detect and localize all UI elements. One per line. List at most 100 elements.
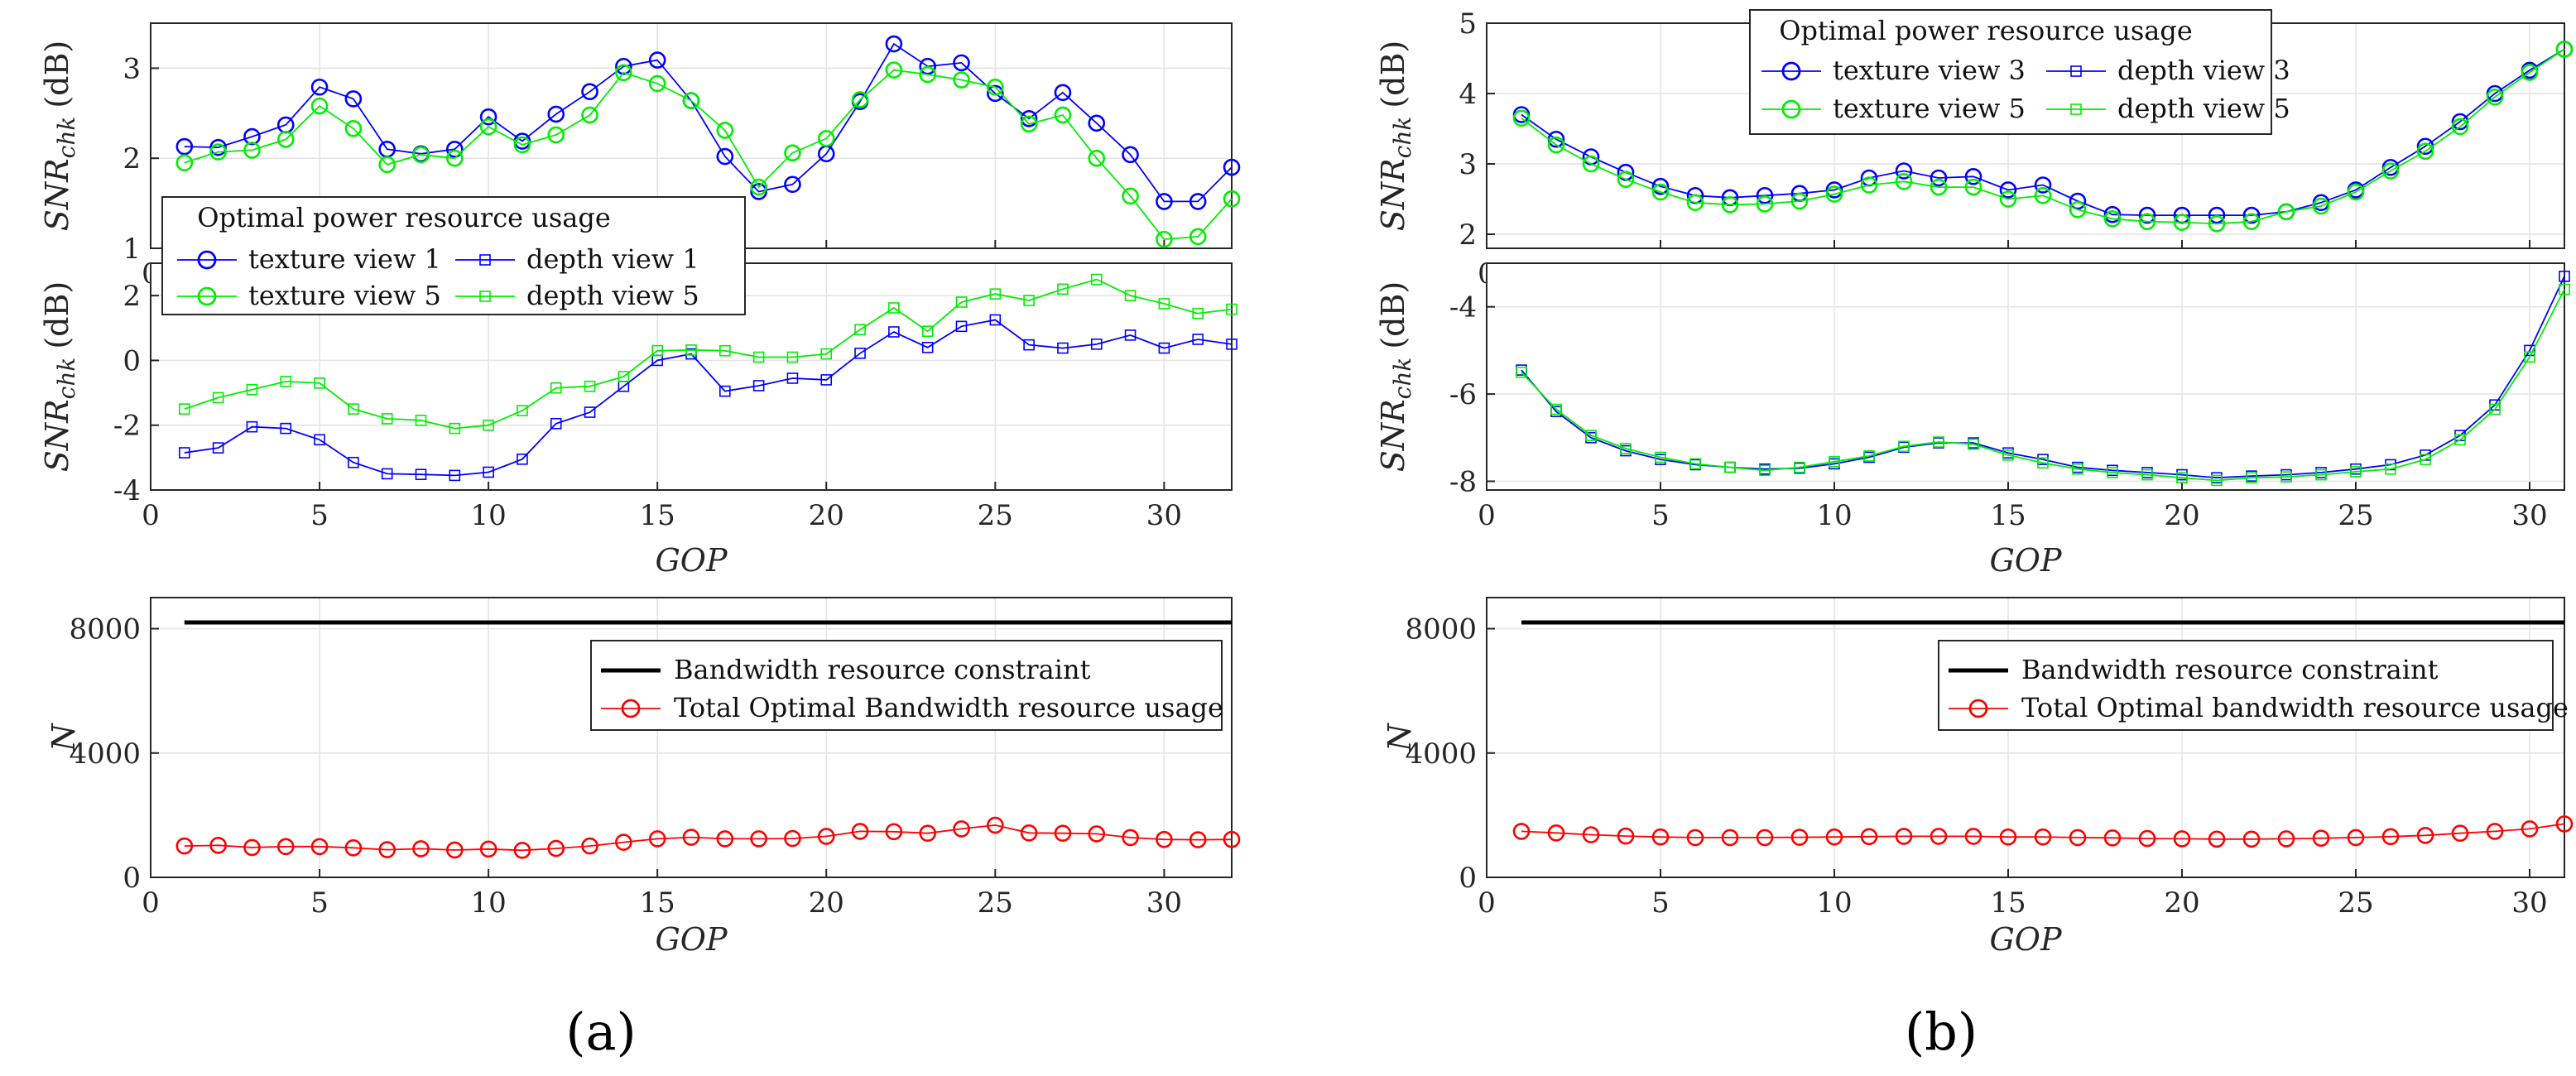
data-point	[2208, 214, 2226, 233]
data-point	[1930, 169, 1948, 187]
data-point	[854, 324, 866, 336]
series-line	[1521, 823, 2565, 840]
data-point	[1512, 823, 1531, 840]
data-point	[1825, 828, 1843, 846]
data-point	[2559, 283, 2570, 295]
x-axis-label: GOP	[1989, 542, 2063, 579]
panel-label-b: (b)	[1905, 1002, 1978, 1062]
data-point	[987, 84, 1004, 103]
data-point	[1516, 366, 1527, 378]
data-point	[2246, 472, 2257, 484]
data-point	[243, 127, 261, 146]
data-point	[987, 78, 1004, 96]
data-point	[2069, 200, 2087, 219]
y-axis-label: N	[46, 723, 82, 752]
legend-title: Optimal power resource usage	[197, 202, 611, 233]
data-point	[955, 296, 968, 308]
data-point	[1825, 181, 1843, 199]
y-tick-label: -4	[113, 474, 141, 507]
axes-frame	[1486, 597, 2565, 878]
y-axis-label-unit: (dB)	[39, 41, 75, 108]
series-line	[1521, 48, 2565, 225]
data-point	[1933, 436, 1944, 448]
data-point	[2176, 472, 2188, 484]
data-point	[2173, 214, 2191, 231]
data-point	[1999, 190, 2017, 208]
data-point	[1829, 455, 1840, 468]
data-point	[280, 422, 292, 435]
y-tick-label: 4000	[1405, 737, 1477, 771]
data-point	[716, 122, 734, 139]
series-group	[179, 273, 1238, 482]
data-point	[651, 344, 663, 357]
data-point	[1756, 829, 1774, 847]
y-axis-label-main: SNR	[39, 158, 75, 231]
legend-entry-label: depth view 5	[2117, 93, 2290, 124]
data-point	[2242, 213, 2261, 231]
data-point	[2242, 206, 2261, 224]
data-point	[682, 92, 700, 109]
data-point	[1651, 177, 1670, 195]
data-point	[1860, 176, 1878, 194]
data-point	[483, 466, 494, 478]
data-point	[2138, 206, 2156, 224]
data-point	[2208, 206, 2226, 224]
data-point	[2211, 474, 2223, 487]
data-point	[885, 823, 903, 841]
y-tick-label: 0	[123, 862, 141, 895]
series-group	[1512, 41, 2574, 233]
data-point	[2242, 830, 2261, 848]
data-point	[1057, 342, 1069, 354]
data-point	[648, 830, 666, 848]
legend-marker	[197, 286, 217, 306]
data-point	[1088, 825, 1106, 843]
x-tick-label: 5	[1651, 499, 1670, 532]
data-point	[1020, 824, 1038, 842]
data-point	[1122, 829, 1139, 847]
legend-entry-label: depth view 5	[526, 280, 699, 311]
data-point	[1686, 829, 1704, 847]
x-tick-label: 15	[1990, 886, 2026, 920]
y-tick-label: 2	[123, 142, 141, 175]
legend-marker	[197, 250, 217, 270]
legend-entry-label: texture view 5	[248, 280, 441, 311]
y-tick-label: 1	[123, 233, 141, 266]
y-axis-label-main: SNR	[39, 399, 75, 472]
x-tick-label: 25	[978, 499, 1013, 532]
data-point	[1999, 828, 2017, 846]
x-tick-label: 0	[142, 886, 160, 920]
x-tick-label: 0	[1478, 886, 1496, 920]
x-tick-label: 15	[640, 499, 675, 532]
data-point	[243, 142, 261, 159]
data-point	[1895, 828, 1913, 845]
data-point	[1550, 403, 1562, 416]
x-tick-label: 20	[2164, 499, 2199, 532]
x-tick-label: 30	[1146, 886, 1182, 920]
legend-bandwidth-b: Bandwidth resource constraint Total Optim…	[1938, 640, 2569, 731]
data-point	[618, 371, 630, 382]
data-point	[1156, 230, 1173, 248]
data-point	[581, 106, 598, 124]
data-point	[919, 824, 936, 842]
y-axis-label: N	[1382, 723, 1418, 752]
data-point	[953, 820, 970, 838]
data-point	[412, 840, 430, 857]
data-point	[415, 415, 427, 426]
data-point	[2103, 209, 2122, 228]
legend-box	[590, 640, 1223, 731]
data-point	[179, 403, 190, 415]
data-point	[1122, 146, 1139, 164]
data-point	[1651, 828, 1670, 846]
data-point	[953, 54, 970, 72]
legend-entry-label: depth view 1	[526, 243, 699, 275]
data-point	[1930, 178, 1948, 196]
data-point	[212, 391, 224, 404]
x-axis-label: GOP	[1989, 921, 2063, 958]
data-point	[246, 383, 258, 396]
data-point	[921, 341, 934, 353]
y-tick-label: 8000	[69, 613, 141, 646]
data-point	[1057, 283, 1069, 295]
data-point	[280, 376, 292, 387]
legend-title: Optimal power resource usage	[1779, 15, 2193, 46]
